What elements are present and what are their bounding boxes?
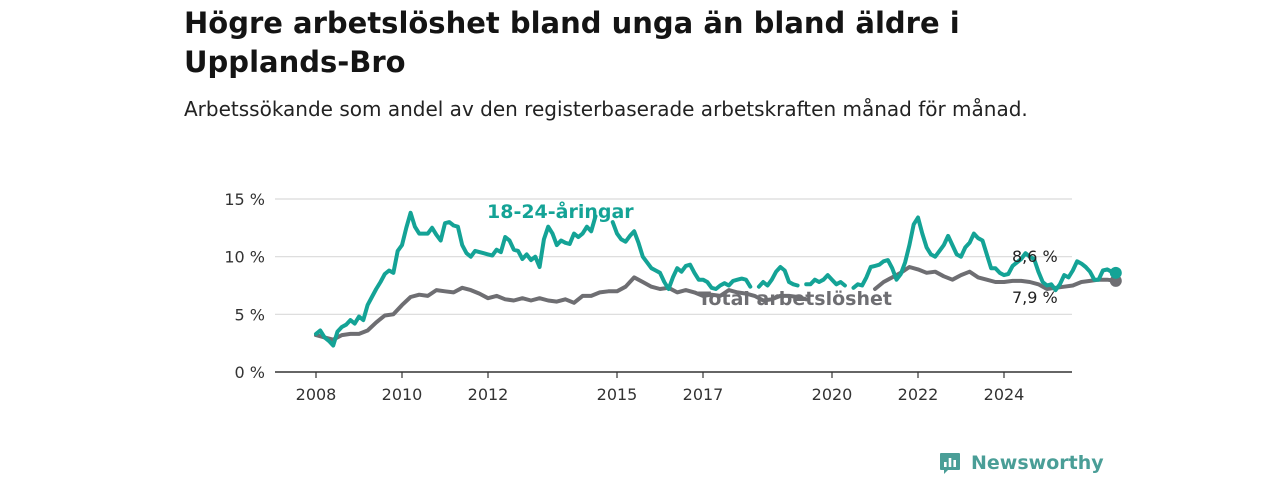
end-label-total: 7,9 % <box>1012 288 1058 307</box>
series-label-total: Total arbetslöshet <box>698 288 892 310</box>
series-label-youth: 18-24-åringar <box>487 199 634 223</box>
end-point-youth <box>1109 266 1122 279</box>
x-tick-label: 2020 <box>812 385 853 404</box>
brand-logo: Newsworthy <box>938 448 1104 478</box>
series <box>314 210 1122 348</box>
x-tick-label: 2022 <box>898 385 939 404</box>
x-tick-label: 2015 <box>597 385 638 404</box>
series-line-youth <box>314 210 1118 348</box>
x-tick-label: 2012 <box>468 385 509 404</box>
x-tick-label: 2008 <box>296 385 337 404</box>
y-tick-label: 10 % <box>224 248 265 267</box>
grid <box>275 198 1072 315</box>
chart-title: Högre arbetslöshet bland unga än bland ä… <box>184 6 960 79</box>
series-line-total <box>314 265 1118 342</box>
brand-name: Newsworthy <box>971 452 1104 474</box>
axes: 0 % 5 % 10 % 15 % 2008 2010 2012 2015 2017 2020 20… <box>224 190 1072 404</box>
end-label-youth: 8,6 % <box>1012 247 1058 266</box>
x-tick-label: 2017 <box>683 385 724 404</box>
y-tick-label: 5 % <box>235 305 265 324</box>
chart-subtitle: Arbetssökande som andel av den registerb… <box>184 97 1028 121</box>
x-tick-label: 2024 <box>984 385 1025 404</box>
y-tick-label: 15 % <box>224 190 265 209</box>
y-tick-label: 0 % <box>235 363 265 382</box>
x-tick-label: 2010 <box>382 385 423 404</box>
newsworthy-logo-icon <box>940 453 960 474</box>
